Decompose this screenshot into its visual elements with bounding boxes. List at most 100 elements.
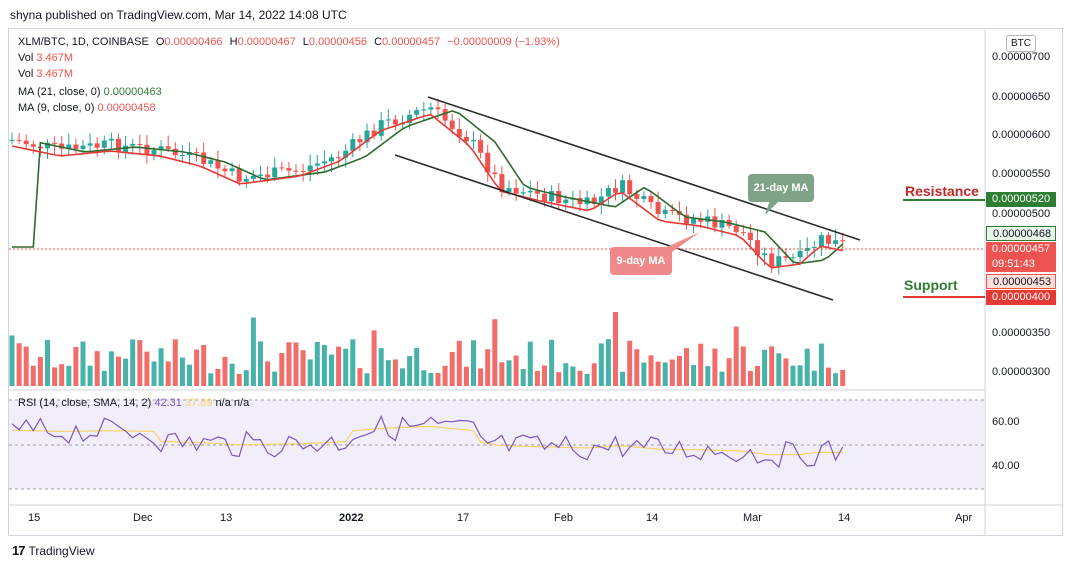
candle-body bbox=[130, 143, 136, 146]
volume-bar bbox=[194, 349, 200, 386]
candle-body bbox=[80, 145, 86, 150]
volume-bar bbox=[307, 359, 313, 386]
candle-body bbox=[137, 143, 143, 145]
ma21-line bbox=[12, 110, 844, 265]
candle-body bbox=[385, 119, 391, 121]
candle-body bbox=[279, 167, 285, 169]
volume-bar bbox=[343, 348, 349, 386]
volume-bar bbox=[350, 339, 356, 386]
candle-body bbox=[747, 232, 753, 241]
volume-bar bbox=[130, 339, 136, 386]
last-price-tag: 0.00000457 bbox=[986, 242, 1056, 257]
candle-body bbox=[435, 107, 441, 110]
candle-body bbox=[527, 190, 533, 193]
volume-bar bbox=[797, 365, 803, 386]
candle-body bbox=[123, 145, 129, 153]
volume-bar bbox=[108, 351, 114, 386]
candle-body bbox=[534, 190, 540, 194]
rsi-axis-label: 40.00 bbox=[992, 460, 1020, 472]
volume-bar bbox=[833, 373, 839, 386]
candle-body bbox=[94, 143, 100, 148]
volume-bar bbox=[627, 340, 633, 386]
candle-body bbox=[428, 107, 434, 110]
legend-vol-2: Vol 3.467M bbox=[18, 68, 74, 80]
volume-bar bbox=[16, 343, 22, 386]
volume-bar bbox=[634, 349, 640, 386]
volume-bar bbox=[73, 346, 79, 386]
volume-bar bbox=[407, 356, 413, 386]
ma21-price-tag: 0.00000468 bbox=[986, 226, 1056, 241]
volume-bar bbox=[591, 363, 597, 386]
candle-body bbox=[222, 168, 228, 172]
volume-bar bbox=[662, 362, 668, 386]
candle-body bbox=[542, 193, 547, 202]
candle-body bbox=[449, 120, 455, 130]
candle-body bbox=[272, 167, 278, 178]
ma9-callout: 9-day MA bbox=[610, 247, 672, 275]
volume-bar bbox=[804, 348, 810, 386]
footer[interactable]: 17 TradingView bbox=[12, 543, 95, 558]
candle-body bbox=[719, 219, 725, 228]
volume-bar bbox=[655, 361, 661, 386]
candle-body bbox=[520, 192, 526, 194]
support-annotation: Support bbox=[904, 277, 958, 293]
rsi-line bbox=[11, 414, 844, 469]
volume-bar bbox=[499, 362, 505, 386]
volume-bar bbox=[840, 369, 846, 386]
candle-body bbox=[73, 144, 79, 150]
candle-body bbox=[243, 178, 249, 182]
time-axis-label: Apr bbox=[955, 512, 973, 524]
volume-bar bbox=[755, 365, 760, 386]
candle-body bbox=[307, 165, 313, 172]
candle-body bbox=[691, 218, 697, 224]
volume-bar bbox=[229, 363, 235, 386]
price-axis-label: 0.00000600 bbox=[992, 129, 1051, 141]
volume-bar bbox=[336, 346, 342, 386]
volume-bar bbox=[584, 373, 590, 386]
candle-body bbox=[250, 175, 256, 179]
legend-symbol: XLM/BTC, 1D, COINBASE bbox=[18, 36, 149, 48]
candle-body bbox=[662, 209, 668, 214]
volume-bar bbox=[208, 373, 214, 386]
volume-bar bbox=[371, 330, 377, 386]
candle-body bbox=[116, 138, 121, 153]
candle-body bbox=[684, 214, 689, 224]
candle-body bbox=[357, 139, 363, 143]
candle-body bbox=[669, 209, 675, 212]
candle-body bbox=[108, 138, 114, 141]
volume-bar bbox=[215, 368, 221, 386]
candle-body bbox=[641, 196, 647, 199]
candle-body bbox=[258, 174, 263, 176]
publish-header: shyna published on TradingView.com, Mar … bbox=[10, 8, 347, 22]
candle-body bbox=[740, 232, 746, 234]
volume-bar bbox=[123, 358, 129, 386]
volume-bar bbox=[691, 365, 697, 386]
candle-body bbox=[392, 119, 398, 125]
volume-bar bbox=[414, 348, 420, 386]
volume-bar bbox=[811, 370, 817, 386]
resistance-annotation: Resistance bbox=[905, 183, 979, 199]
rsi-axis-label: 60.00 bbox=[992, 416, 1020, 428]
candle-body bbox=[165, 146, 171, 149]
volume-bar bbox=[613, 312, 618, 386]
candle-body bbox=[179, 154, 185, 156]
currency-button[interactable]: BTC bbox=[1006, 35, 1036, 52]
volume-bar bbox=[80, 341, 86, 386]
volume-bar bbox=[762, 349, 768, 386]
volume-bar bbox=[364, 373, 370, 386]
ma21-callout-pointer bbox=[765, 200, 780, 215]
candle-body bbox=[421, 109, 427, 111]
volume-bar bbox=[59, 364, 65, 386]
volume-bar bbox=[719, 371, 725, 386]
candle-body bbox=[151, 150, 157, 155]
volume-bar bbox=[222, 356, 228, 386]
volume-bar bbox=[293, 342, 299, 386]
volume-bar bbox=[676, 355, 682, 386]
candle-body bbox=[549, 191, 555, 202]
candle-body bbox=[492, 172, 498, 175]
candle-body bbox=[790, 257, 796, 259]
candle-body bbox=[818, 235, 824, 248]
candle-body bbox=[755, 240, 760, 256]
volume-bar bbox=[66, 365, 72, 386]
